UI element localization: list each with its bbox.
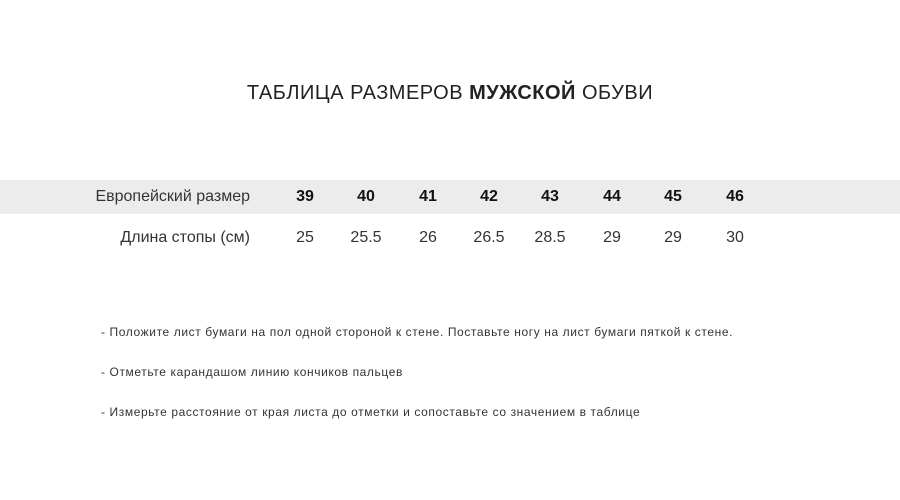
size-cell: 45: [664, 188, 682, 205]
header-row-background: [0, 180, 900, 214]
size-row-label: Европейский размер: [95, 188, 250, 205]
length-row: Длина стопы (см) 25 25.5 26 26.5 28.5 29…: [0, 221, 900, 255]
size-cell: 39: [296, 188, 314, 205]
length-cell: 30: [726, 229, 744, 246]
length-cell: 25.5: [350, 229, 382, 246]
size-cell: 41: [419, 188, 437, 205]
size-cell: 42: [480, 188, 498, 205]
instruction-item: - Измерьте расстояние от края листа до о…: [101, 405, 641, 419]
size-cell: 46: [726, 188, 744, 205]
instruction-item: - Отметьте карандашом линию кончиков пал…: [101, 365, 403, 379]
length-cell: 25: [296, 229, 314, 246]
length-cell: 26.5: [473, 229, 505, 246]
length-cell: 28.5: [534, 229, 566, 246]
length-cell: 29: [664, 229, 682, 246]
length-cell: 26: [419, 229, 437, 246]
size-cell: 40: [357, 188, 375, 205]
instructions: - Положите лист бумаги на пол одной стор…: [101, 324, 733, 444]
size-cell: 44: [603, 188, 621, 205]
size-cell: 43: [541, 188, 559, 205]
size-row: Европейский размер 39 40 41 42 43 44 45 …: [0, 180, 900, 214]
instruction-item: - Положите лист бумаги на пол одной стор…: [101, 325, 734, 339]
length-cell: 29: [603, 229, 621, 246]
title-emphasis: МУЖСКОЙ: [469, 82, 576, 104]
length-row-label: Длина стопы (см): [120, 229, 250, 246]
page-title: ТАБЛИЦА РАЗМЕРОВ МУЖСКОЙ ОБУВИ: [246, 82, 654, 104]
